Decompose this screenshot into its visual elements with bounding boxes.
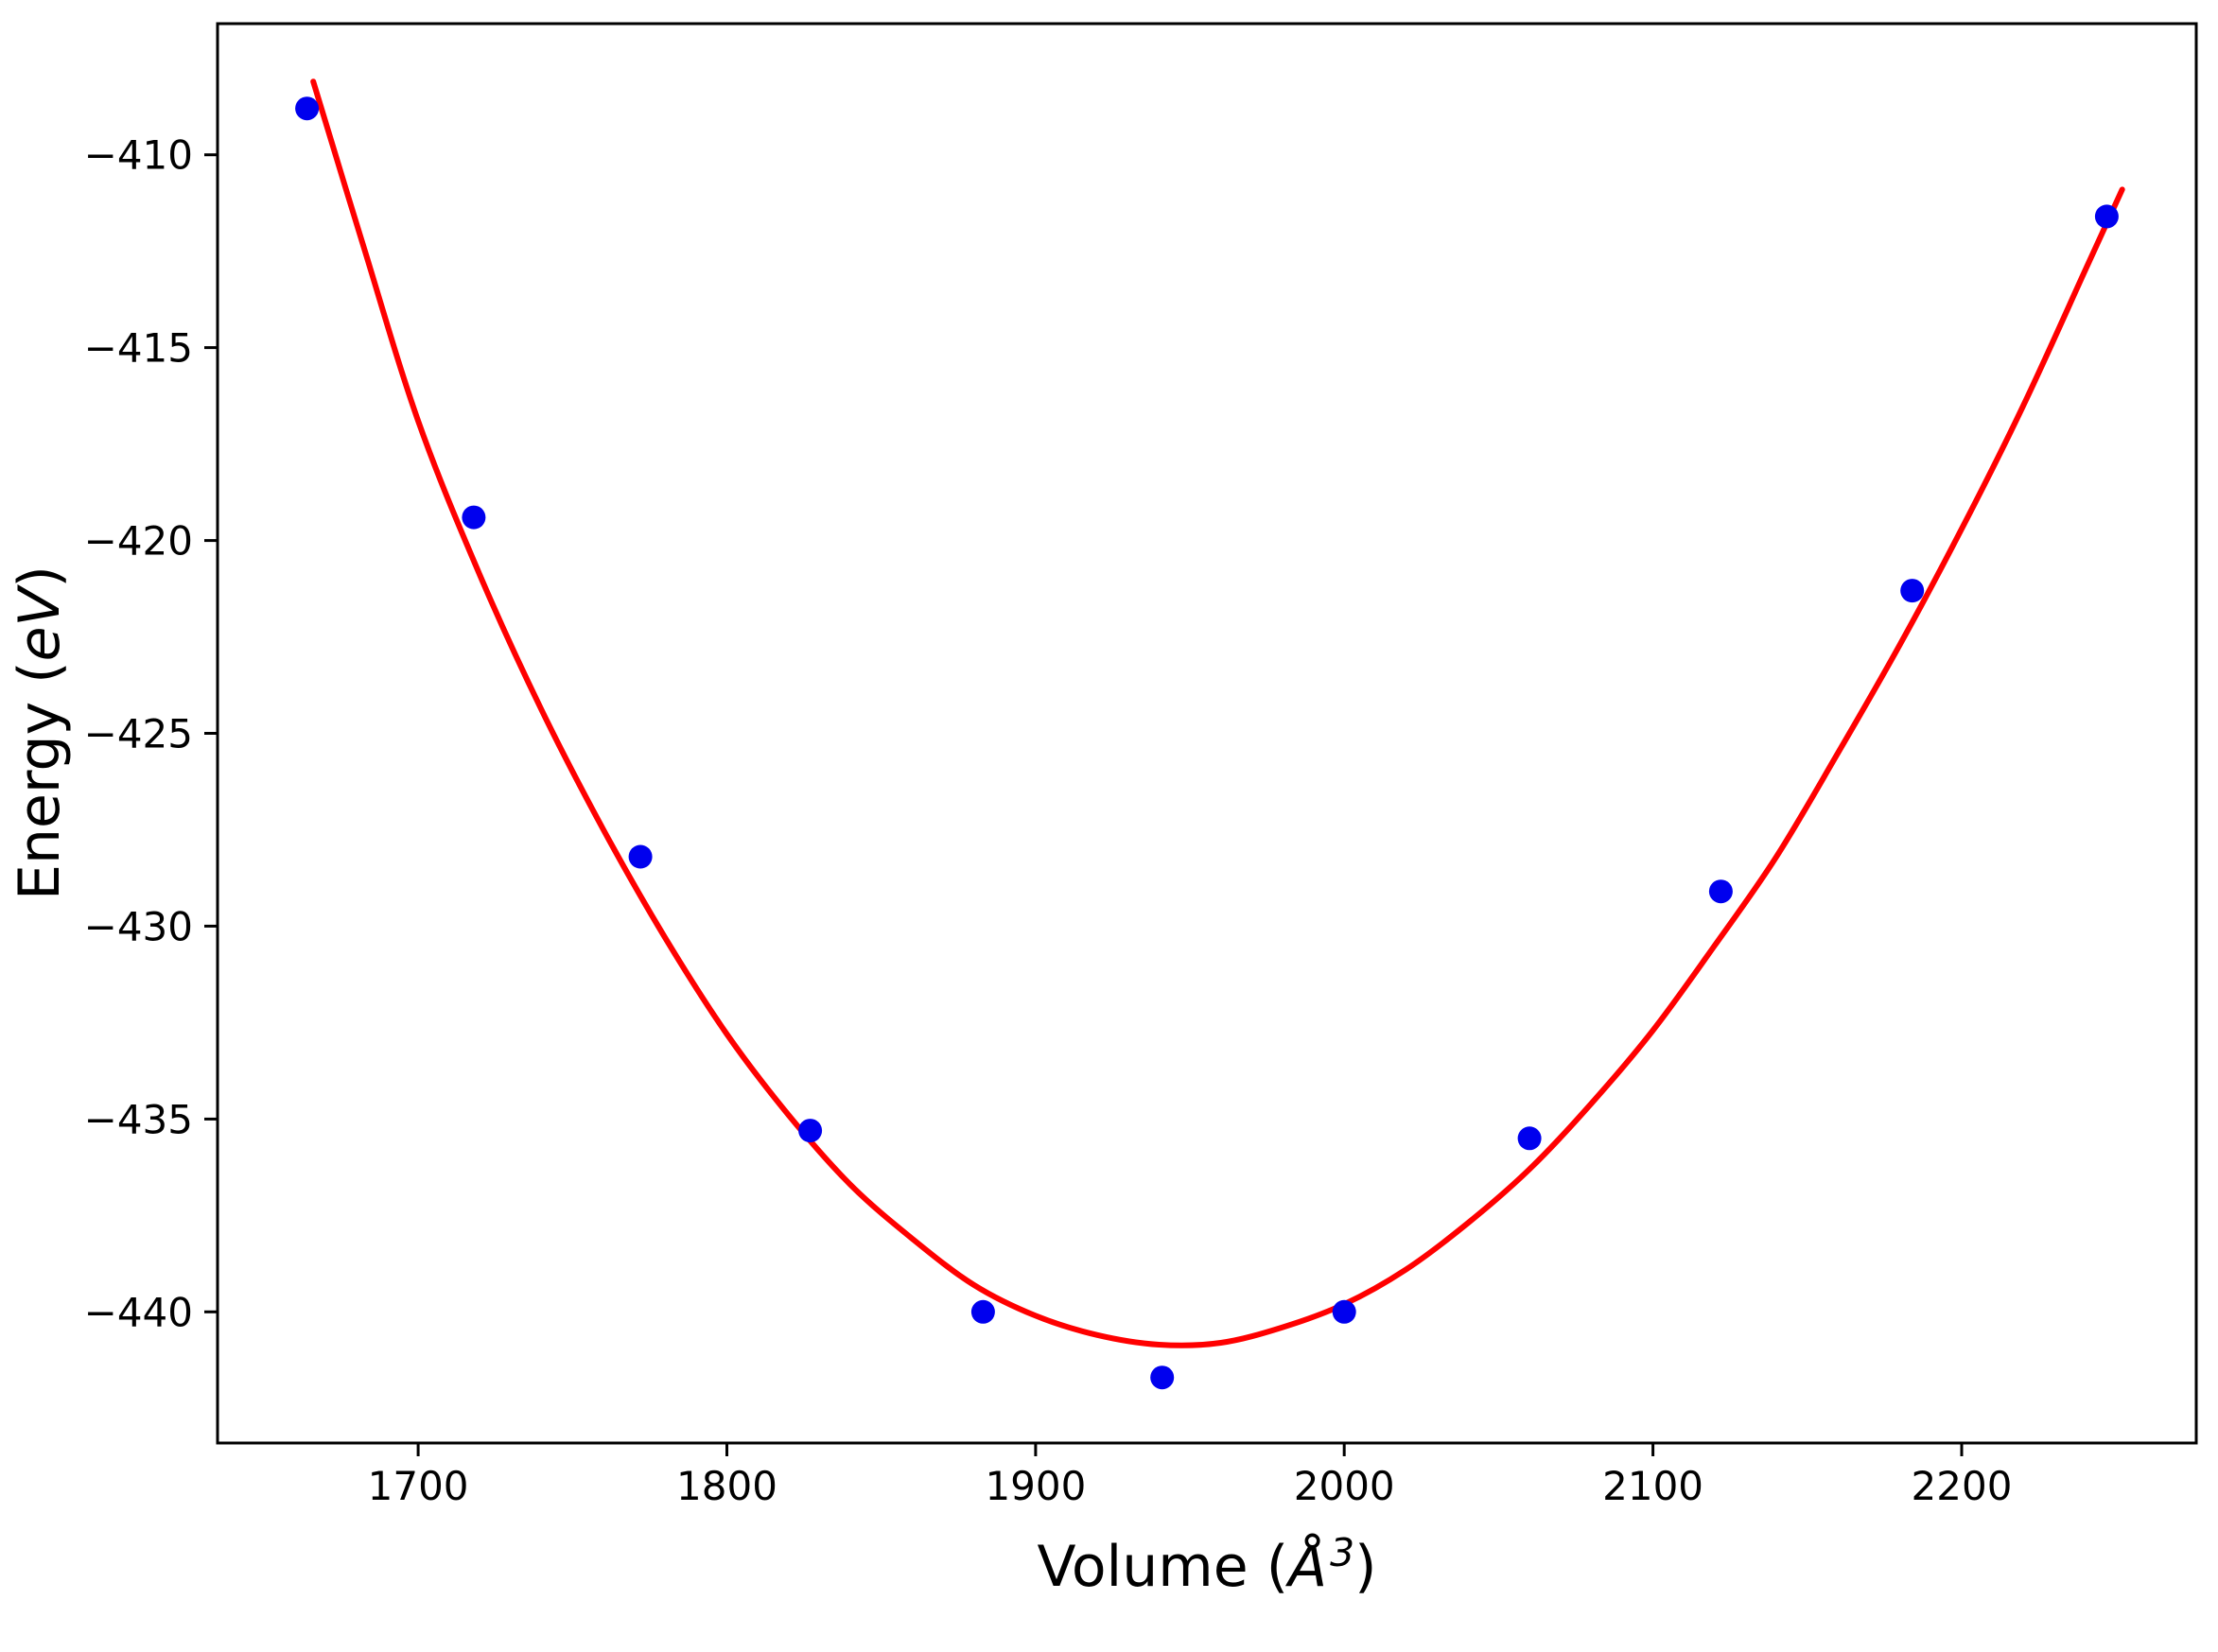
x-axis-label: Volume (Å3) — [1037, 1530, 1376, 1600]
data-point — [1150, 1365, 1175, 1390]
x-axis-ticks: 1700 1800 1900 2000 2100 2200 — [368, 1443, 2013, 1509]
x-tick-label: 1800 — [676, 1463, 777, 1509]
x-tick-label: 2000 — [1294, 1463, 1395, 1509]
angstrom-symbol: Å — [1288, 1534, 1328, 1600]
data-point — [1517, 1126, 1542, 1151]
x-tick-label: 2100 — [1602, 1463, 1703, 1509]
y-tick-label: −425 — [84, 711, 193, 757]
y-tick-label: −410 — [84, 132, 193, 179]
y-axis-label: Energy (eV) — [7, 565, 73, 900]
x-tick-label: 1700 — [368, 1463, 469, 1509]
data-point — [798, 1119, 823, 1143]
ev-symbol: eV — [7, 587, 73, 662]
data-point — [970, 1299, 995, 1324]
y-tick-label: −415 — [84, 325, 193, 372]
y-axis-ticks: −410 −415 −420 −425 −430 −435 −440 — [84, 132, 218, 1335]
y-tick-label: −430 — [84, 903, 193, 949]
data-point — [628, 844, 653, 869]
x-tick-label: 1900 — [985, 1463, 1086, 1509]
x-tick-label: 2200 — [1912, 1463, 2013, 1509]
data-point — [1900, 579, 1925, 603]
y-tick-label: −420 — [84, 518, 193, 565]
data-point — [1332, 1299, 1356, 1324]
data-point — [2094, 204, 2119, 229]
y-axis-label-prefix: Energy ( — [7, 661, 73, 900]
x-axis-label-prefix: Volume ( — [1037, 1534, 1289, 1600]
fit-curve — [310, 78, 2125, 1348]
data-point — [462, 505, 486, 530]
plot-frame — [216, 22, 2198, 1445]
exponent-3: 3 — [1330, 1530, 1355, 1575]
y-tick-label: −435 — [84, 1096, 193, 1142]
data-point — [1708, 879, 1733, 904]
data-point — [295, 96, 320, 121]
scatter-points — [295, 96, 2119, 1390]
y-axis-label-suffix: ) — [7, 565, 73, 588]
x-axis-label-suffix: ) — [1354, 1534, 1377, 1600]
y-tick-label: −440 — [84, 1289, 193, 1335]
